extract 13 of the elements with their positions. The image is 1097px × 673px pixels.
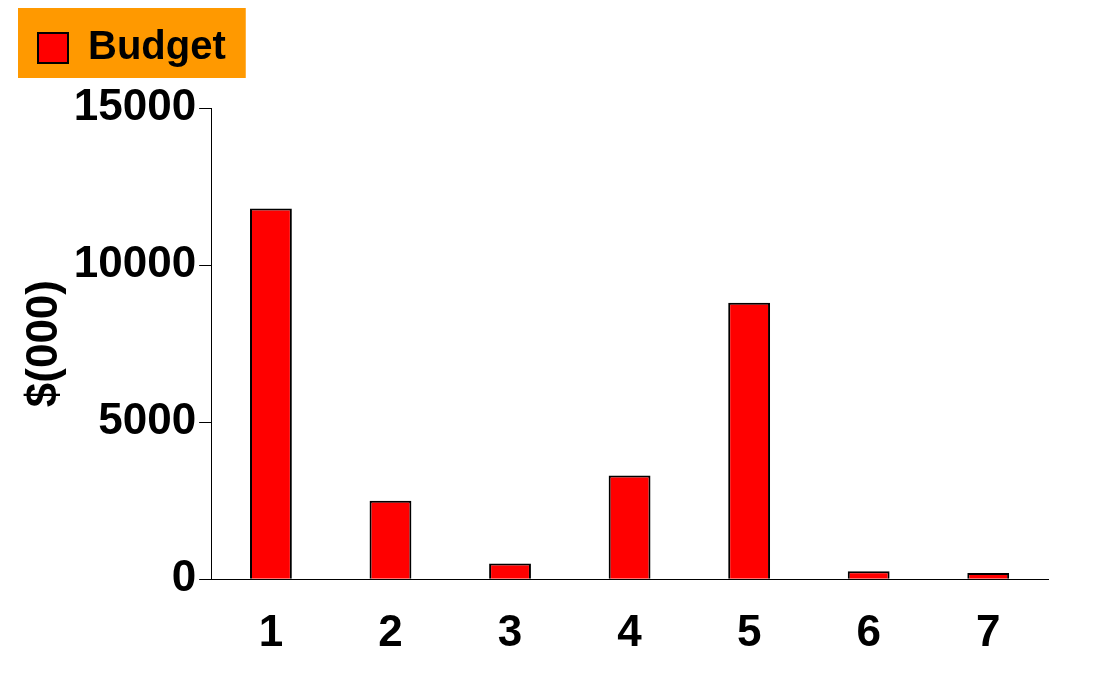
x-tick-label: 5: [736, 605, 762, 655]
legend-label: Budget: [88, 23, 226, 68]
y-tick-label: 10000: [73, 237, 197, 287]
x-tick-label: 6: [856, 605, 881, 655]
y-axis-title: $(000): [16, 280, 66, 408]
x-tick-label: 4: [617, 605, 643, 655]
x-tick-label: 1: [258, 605, 284, 655]
x-tick-label: 7: [975, 605, 1001, 655]
y-tick-label: 15000: [73, 80, 197, 130]
x-tick-label: 2: [378, 605, 403, 655]
y-tick-label: 5000: [98, 394, 197, 444]
x-tick-label: 3: [497, 605, 523, 655]
y-tick-label: 0: [171, 551, 197, 601]
